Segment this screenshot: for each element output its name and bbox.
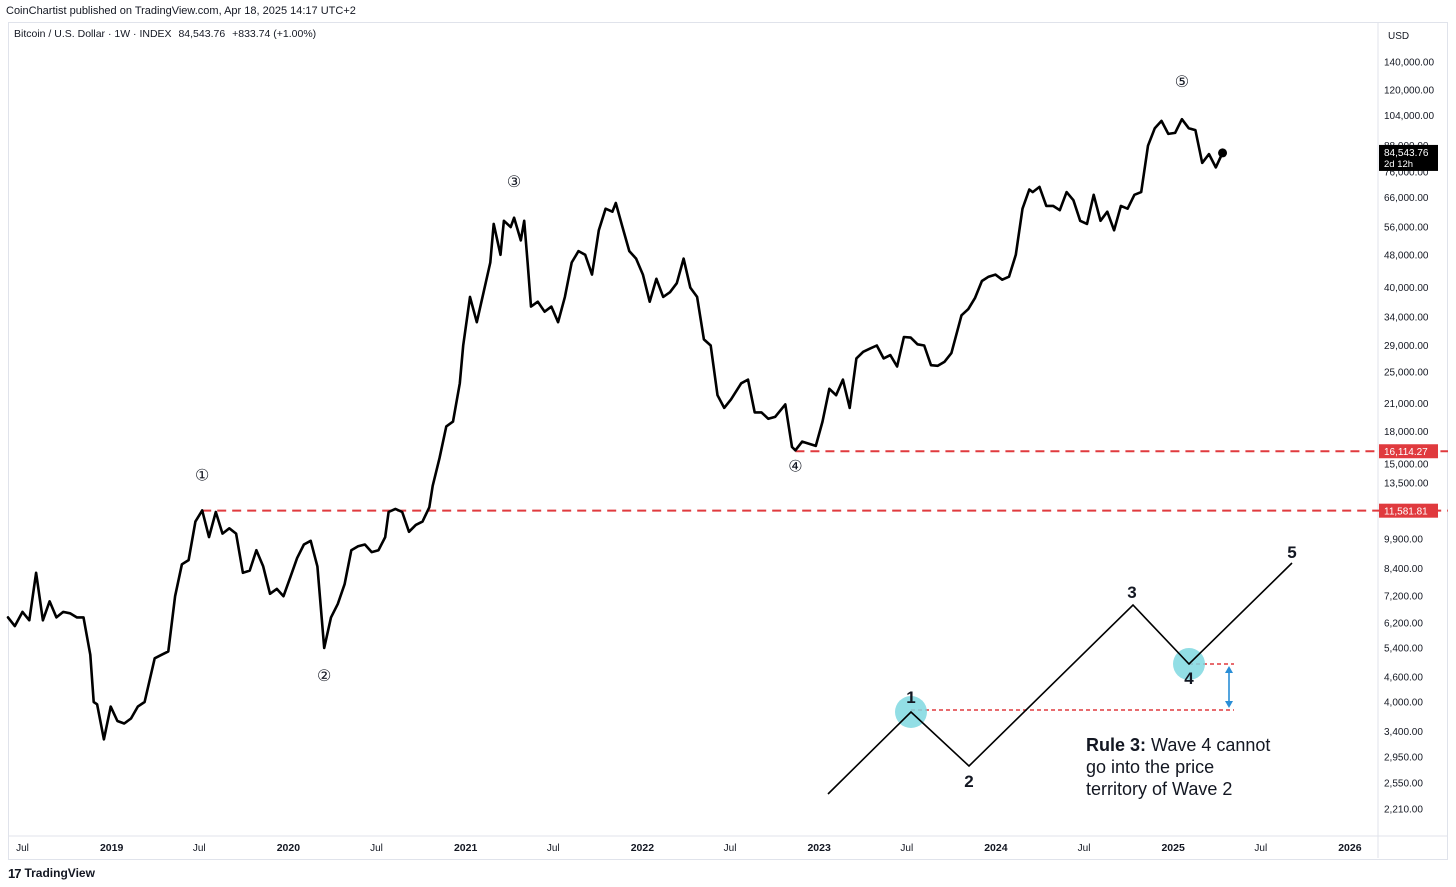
y-tick-label: 5,400.00 (1384, 644, 1423, 655)
y-tick-label: 21,000.00 (1384, 399, 1429, 410)
symbol-name: Bitcoin / U.S. Dollar · 1W · INDEX (14, 28, 172, 40)
y-axis-ticks[interactable]: 140,000.00120,000.00104,000.0088,000.007… (1384, 58, 1434, 816)
y-tick-label: 140,000.00 (1384, 58, 1434, 69)
x-tick-label: Jul (1078, 843, 1091, 854)
symbol-change: +833.74 (+1.00%) (232, 28, 317, 40)
wave-label: ⑤ (1175, 74, 1189, 91)
y-tick-label: 48,000.00 (1384, 250, 1429, 261)
x-tick-label: 2020 (277, 842, 301, 854)
y-tick-label: 13,500.00 (1384, 479, 1429, 490)
y-tick-label: 2,550.00 (1384, 779, 1423, 790)
rule-body: Wave 4 cannot (1151, 735, 1270, 755)
x-tick-label: Jul (547, 843, 560, 854)
y-tick-label: 2,950.00 (1384, 752, 1423, 763)
gap-arrow-head-down (1225, 701, 1233, 708)
y-tick-label: 3,400.00 (1384, 727, 1423, 738)
published-banner: CoinChartist published on TradingView.co… (6, 5, 356, 17)
diagram-wave-number: 3 (1127, 583, 1136, 602)
diagram-wave-number: 2 (964, 772, 973, 791)
last-price-dot (1218, 148, 1228, 158)
support-levels: 16,114.27 11,581.81 (202, 444, 1448, 518)
wave-path (827, 562, 1293, 795)
x-tick-label: 2022 (631, 842, 655, 854)
x-tick-label: 2019 (100, 842, 124, 854)
x-tick-label: 2021 (454, 842, 478, 854)
x-tick-label: 2023 (807, 842, 831, 854)
tradingview-logo-icon: 17 (8, 865, 22, 881)
gap-arrow-head-up (1225, 666, 1233, 673)
y-tick-label: 4,600.00 (1384, 672, 1423, 683)
wave-label: ① (195, 467, 209, 484)
diagram-wave-number: 4 (1184, 669, 1194, 688)
symbol-price: 84,543.76 (178, 28, 226, 40)
y-tick-label: 25,000.00 (1384, 368, 1429, 379)
rule-text-line: go into the price (1086, 757, 1214, 777)
y-tick-label: 7,200.00 (1384, 592, 1423, 603)
rule-text-line: Rule 3: Wave 4 cannot (1086, 735, 1270, 755)
y-tick-label: 120,000.00 (1384, 85, 1434, 96)
elliott-wave-labels: ① ② ③ ④ ⑤ (195, 74, 1189, 685)
level-badge-label: 16,114.27 (1384, 447, 1428, 458)
y-tick-label: 2,210.00 (1384, 804, 1423, 815)
symbol-legend: Bitcoin / U.S. Dollar · 1W · INDEX 84,54… (14, 28, 320, 40)
x-tick-label: Jul (1254, 843, 1267, 854)
y-tick-label: 56,000.00 (1384, 223, 1429, 234)
rule-text-line: territory of Wave 2 (1086, 779, 1232, 799)
y-tick-label: 76,000.00 (1384, 168, 1429, 179)
diagram-wave-number: 1 (906, 688, 915, 707)
price-badge-box (1379, 144, 1438, 171)
price-series-line (6, 117, 1224, 741)
y-tick-label: 29,000.00 (1384, 341, 1429, 352)
brand-name: TradingView (24, 866, 95, 880)
x-axis-ticks[interactable]: Jul 2019 Jul 2020 Jul 2021 Jul 2022 Jul 2023 Jul 20… (16, 842, 1362, 854)
y-tick-label: 4,000.00 (1384, 698, 1423, 709)
y-axis-unit: USD (1388, 31, 1409, 42)
x-tick-label: 2024 (984, 842, 1008, 854)
level-badge-label: 11,581.81 (1384, 507, 1428, 518)
diagram-wave-number: 5 (1287, 543, 1296, 562)
rule-heading: Rule 3: (1086, 735, 1151, 755)
x-tick-label: Jul (724, 843, 737, 854)
wave-label: ② (317, 668, 331, 685)
y-tick-label: 8,400.00 (1384, 564, 1423, 575)
wave-label: ③ (507, 174, 521, 191)
y-tick-label: 104,000.00 (1384, 111, 1434, 122)
tradingview-brand[interactable]: 17 TradingView (8, 864, 95, 882)
level-badge (1379, 444, 1438, 459)
y-tick-label: 18,000.00 (1384, 427, 1429, 438)
x-tick-label: Jul (370, 843, 383, 854)
price-badge-value: 84,543.76 (1384, 148, 1429, 159)
chart-frame (8, 22, 1448, 860)
y-tick-label: 40,000.00 (1384, 283, 1429, 294)
x-tick-label: Jul (16, 843, 29, 854)
x-tick-label: 2025 (1161, 842, 1185, 854)
level-badge (1379, 503, 1438, 518)
price-badge-countdown: 2d 12h (1384, 159, 1413, 170)
wave-label: ④ (788, 458, 802, 475)
y-tick-label: 6,200.00 (1384, 619, 1423, 630)
y-tick-label: 66,000.00 (1384, 193, 1429, 204)
y-tick-label: 9,900.00 (1384, 534, 1423, 545)
y-tick-label: 15,000.00 (1384, 460, 1429, 471)
x-tick-label: 2026 (1338, 842, 1362, 854)
x-tick-label: Jul (900, 843, 913, 854)
x-tick-label: Jul (193, 843, 206, 854)
y-tick-label: 34,000.00 (1384, 312, 1429, 323)
